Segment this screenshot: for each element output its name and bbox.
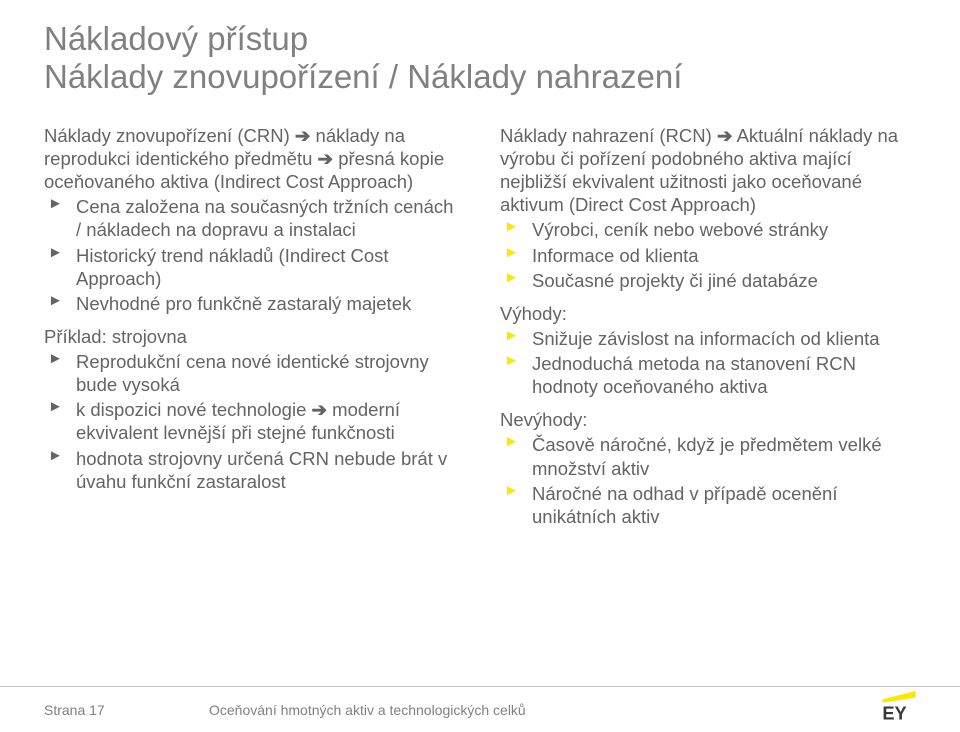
arrow-icon: ➔ (312, 399, 328, 420)
footer-title: Oceňování hmotných aktiv a technologický… (209, 702, 916, 718)
footer: Strana 17 Oceňování hmotných aktiv a tec… (0, 686, 960, 732)
advantages-label: Výhody: (500, 302, 916, 325)
list-item: Snižuje závislost na informacích od klie… (532, 327, 916, 350)
content-columns: Náklady znovupořízení (CRN) ➔ náklady na… (44, 124, 916, 530)
page-number: Strana 17 (44, 702, 209, 718)
right-bullets-1: Výrobci, ceník nebo webové stránky Infor… (500, 218, 916, 291)
arrow-icon: ➔ (717, 125, 733, 146)
ey-logo: EY (882, 691, 916, 724)
right-intro: Náklady nahrazení (RCN) ➔ Aktuální nákla… (500, 124, 916, 217)
list-item: hodnota strojovny určená CRN nebude brát… (76, 447, 460, 493)
list-item: Informace od klienta (532, 244, 916, 267)
left-column: Náklady znovupořízení (CRN) ➔ náklady na… (44, 124, 460, 530)
list-item: Náročné na odhad v případě ocenění uniká… (532, 482, 916, 528)
list-item: Nevhodné pro funkčně zastaralý majetek (76, 292, 460, 315)
list-item: Reprodukční cena nové identické strojovn… (76, 350, 460, 396)
list-item: Cena založena na současných tržních cená… (76, 195, 460, 241)
arrow-icon: ➔ (318, 148, 334, 169)
title-line-1: Nákladový přístup (44, 20, 916, 58)
right-intro-a: Náklady nahrazení (RCN) (500, 125, 717, 146)
disadvantages-label: Nevýhody: (500, 408, 916, 431)
advantages-list: Snižuje závislost na informacích od klie… (500, 327, 916, 398)
list-item: Současné projekty či jiné databáze (532, 269, 916, 292)
arrow-icon: ➔ (295, 125, 311, 146)
disadvantages-list: Časově náročné, když je předmětem velké … (500, 433, 916, 528)
list-item: k dispozici nové technologie ➔ moderní e… (76, 398, 460, 444)
slide: Nákladový přístup Náklady znovupořízení … (0, 0, 960, 732)
text: k dispozici nové technologie (76, 399, 312, 420)
left-bullets-1: Cena založena na současných tržních cená… (44, 195, 460, 315)
right-column: Náklady nahrazení (RCN) ➔ Aktuální nákla… (500, 124, 916, 530)
title-line-2: Náklady znovupořízení / Náklady nahrazen… (44, 58, 916, 96)
left-bullets-2: Reprodukční cena nové identické strojovn… (44, 350, 460, 493)
list-item: Jednoduchá metoda na stanovení RCN hodno… (532, 352, 916, 398)
slide-title: Nákladový přístup Náklady znovupořízení … (44, 20, 916, 96)
example-label: Příklad: strojovna (44, 325, 460, 348)
left-intro-a: Náklady znovupořízení (CRN) (44, 125, 295, 146)
list-item: Časově náročné, když je předmětem velké … (532, 433, 916, 479)
svg-text:EY: EY (882, 702, 906, 721)
list-item: Výrobci, ceník nebo webové stránky (532, 218, 916, 241)
left-intro: Náklady znovupořízení (CRN) ➔ náklady na… (44, 124, 460, 193)
list-item: Historický trend nákladů (Indirect Cost … (76, 244, 460, 290)
